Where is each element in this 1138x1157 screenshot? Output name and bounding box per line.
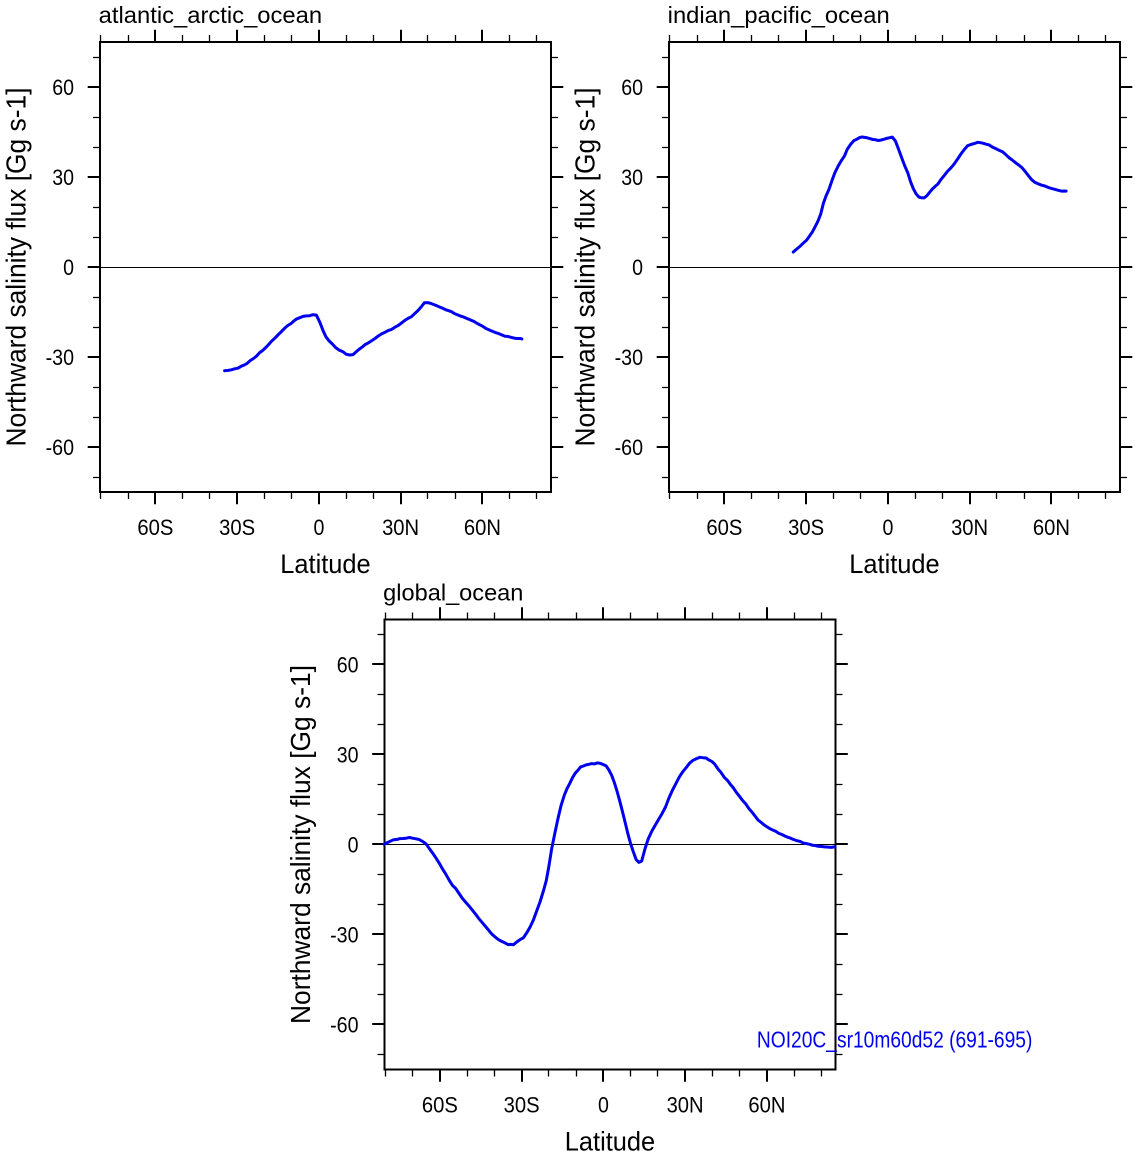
svg-text:30: 30 <box>52 165 74 190</box>
svg-text:Latitude: Latitude <box>565 1127 655 1157</box>
svg-text:0: 0 <box>632 255 643 280</box>
svg-text:0: 0 <box>313 515 324 540</box>
svg-text:0: 0 <box>598 1093 609 1118</box>
svg-text:60S: 60S <box>706 515 742 540</box>
svg-text:30S: 30S <box>788 515 824 540</box>
svg-text:Northward salinity flux [Gg s-: Northward salinity flux [Gg s-1] <box>285 665 316 1024</box>
svg-text:60N: 60N <box>1033 515 1070 540</box>
svg-text:30S: 30S <box>219 515 255 540</box>
svg-text:30: 30 <box>337 743 359 768</box>
svg-text:Northward salinity flux [Gg s-: Northward salinity flux [Gg s-1] <box>0 88 31 447</box>
svg-text:-60: -60 <box>330 1013 358 1038</box>
svg-text:30S: 30S <box>504 1093 540 1118</box>
svg-text:-30: -30 <box>330 923 358 948</box>
svg-text:Northward salinity flux [Gg s-: Northward salinity flux [Gg s-1] <box>569 88 600 447</box>
svg-text:60: 60 <box>52 75 74 100</box>
svg-text:60: 60 <box>337 653 359 678</box>
svg-text:60S: 60S <box>422 1093 458 1118</box>
svg-text:30N: 30N <box>382 515 419 540</box>
svg-text:30N: 30N <box>667 1093 704 1118</box>
svg-text:-60: -60 <box>615 435 643 460</box>
svg-text:-60: -60 <box>46 435 74 460</box>
svg-text:60: 60 <box>621 75 643 100</box>
svg-text:-30: -30 <box>615 345 643 370</box>
svg-text:global_ocean: global_ocean <box>383 580 523 606</box>
svg-text:0: 0 <box>882 515 893 540</box>
svg-text:-30: -30 <box>46 345 74 370</box>
svg-text:indian_pacific_ocean: indian_pacific_ocean <box>668 2 890 28</box>
svg-text:30N: 30N <box>951 515 988 540</box>
svg-text:NOI20C_sr10m60d52 (691-695): NOI20C_sr10m60d52 (691-695) <box>757 1027 1033 1053</box>
svg-text:0: 0 <box>63 255 74 280</box>
svg-text:60S: 60S <box>137 515 173 540</box>
svg-text:30: 30 <box>621 165 643 190</box>
svg-text:60N: 60N <box>464 515 501 540</box>
svg-text:atlantic_arctic_ocean: atlantic_arctic_ocean <box>99 2 322 28</box>
svg-text:Latitude: Latitude <box>280 549 370 579</box>
svg-text:60N: 60N <box>748 1093 785 1118</box>
svg-text:Latitude: Latitude <box>849 549 939 579</box>
svg-text:0: 0 <box>348 833 359 858</box>
